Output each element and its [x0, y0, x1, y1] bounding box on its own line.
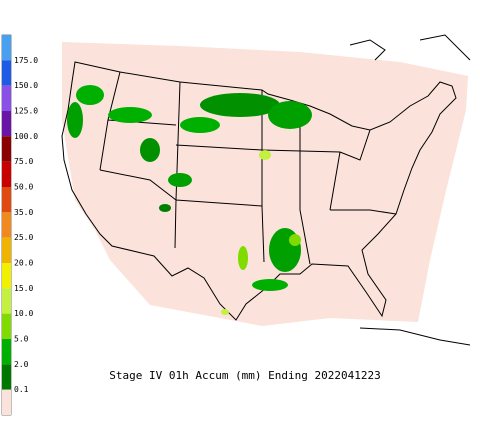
legend-swatch	[2, 389, 11, 415]
legend-swatch	[2, 313, 11, 339]
legend-label: 20.0	[14, 259, 33, 268]
us-outline	[61, 34, 471, 346]
legend-swatch	[2, 364, 11, 390]
legend-swatch	[2, 237, 11, 263]
legend-label: 15.0	[14, 284, 33, 293]
legend-label: 175.0	[14, 56, 38, 65]
legend-swatch	[2, 35, 11, 61]
legend-swatch	[2, 288, 11, 314]
legend-label: 35.0	[14, 208, 33, 217]
legend-swatch	[2, 187, 11, 213]
legend-label: 100.0	[14, 132, 38, 141]
legend-swatch	[2, 85, 11, 111]
legend-label: 150.0	[14, 81, 38, 90]
analysis-domain	[62, 42, 468, 326]
legend-label: 2.0	[14, 360, 29, 369]
legend-label: 0.1	[14, 385, 29, 394]
legend-swatch	[2, 161, 11, 187]
legend-swatch	[2, 60, 11, 86]
legend-label: 125.0	[14, 107, 38, 116]
legend-label: 5.0	[14, 335, 29, 344]
legend-label: 50.0	[14, 183, 33, 192]
precip-areas	[67, 85, 312, 315]
legend-label: 75.0	[14, 157, 33, 166]
legend-label: 10.0	[14, 309, 33, 318]
legend-label: 25.0	[14, 233, 33, 242]
legend-swatch	[2, 136, 11, 162]
legend-swatch	[2, 339, 11, 365]
legend-swatch	[2, 263, 11, 289]
legend-swatch	[2, 212, 11, 238]
legend-swatch	[2, 111, 11, 137]
map-title: Stage IV 01h Accum (mm) Ending 202204122…	[109, 369, 381, 382]
